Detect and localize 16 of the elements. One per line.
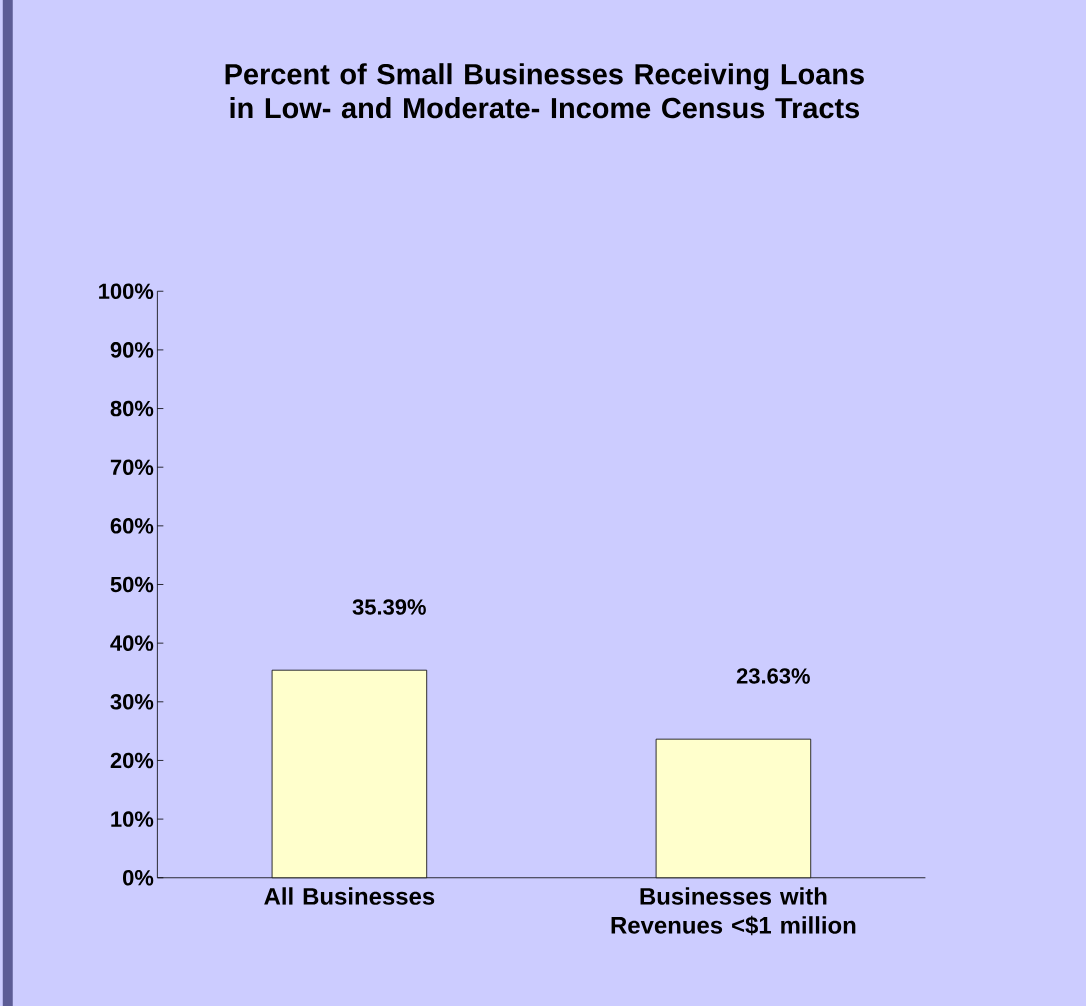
y-tick-label: 90% <box>110 341 154 358</box>
x-tick-label: Businesses with Revenues <$1 million <box>611 887 856 936</box>
y-tick-label: 50% <box>110 576 154 593</box>
y-tick-label: 20% <box>110 752 154 769</box>
data-label: 23.63% <box>736 667 810 684</box>
y-tick-label: 60% <box>110 517 154 534</box>
y-tick-label: 100% <box>99 283 154 299</box>
chart-title: Percent of Small Businesses Receiving Loans in Low- and Moderate- Income Census Tracts <box>225 62 864 119</box>
y-tick-label: 80% <box>110 400 154 417</box>
x-tick-label: All Businesses <box>264 887 435 905</box>
y-tick-label: 10% <box>111 811 154 827</box>
y-tick-label: 70% <box>110 459 154 475</box>
data-label: 35.39% <box>352 599 426 615</box>
y-tick-label: 0% <box>123 869 154 886</box>
y-tick-label: 40% <box>110 635 154 651</box>
y-tick-label: 30% <box>110 693 154 710</box>
